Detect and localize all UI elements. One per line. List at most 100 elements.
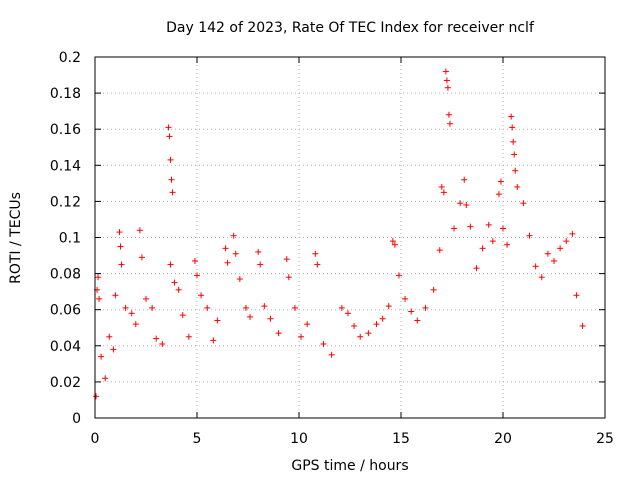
data-point <box>395 272 402 279</box>
x-tick-label: 5 <box>193 431 202 447</box>
data-point <box>579 322 586 329</box>
data-point <box>351 322 358 329</box>
data-point <box>444 84 451 91</box>
y-tick-label: 0.18 <box>50 86 81 102</box>
data-point <box>214 317 221 324</box>
grid-lines <box>95 57 605 418</box>
data-point <box>95 274 102 281</box>
data-point <box>117 243 124 250</box>
chart-title: Day 142 of 2023, Rate Of TEC Index for r… <box>166 20 535 36</box>
data-point <box>204 304 211 311</box>
data-point <box>497 178 504 185</box>
data-point <box>291 304 298 311</box>
data-point <box>232 250 239 257</box>
data-point <box>106 333 113 340</box>
y-axis-label: ROTI / TECUs <box>8 192 24 284</box>
data-point <box>514 183 521 190</box>
data-point <box>136 227 143 234</box>
data-point <box>143 295 149 302</box>
data-point <box>110 346 117 353</box>
data-point <box>171 279 178 286</box>
data-point <box>445 111 452 118</box>
data-point <box>365 330 372 337</box>
data-point <box>298 333 305 340</box>
data-point <box>242 304 249 311</box>
y-tick-label: 0.06 <box>50 303 81 319</box>
data-point <box>385 303 392 310</box>
data-point <box>222 245 229 252</box>
data-point <box>98 353 105 360</box>
data-point <box>508 113 515 120</box>
data-point <box>495 191 502 198</box>
y-tick-label: 0.04 <box>50 339 81 355</box>
data-point <box>224 259 231 266</box>
data-point <box>132 321 139 328</box>
data-point <box>538 274 545 281</box>
y-tick-label: 0.02 <box>50 375 81 391</box>
data-point <box>236 276 243 283</box>
data-point <box>391 241 398 248</box>
data-point <box>153 335 160 342</box>
data-point <box>93 393 100 400</box>
data-point <box>194 272 200 279</box>
y-tick-label: 0.2 <box>59 50 81 66</box>
x-tick-label: 0 <box>91 431 100 447</box>
data-point <box>357 333 364 340</box>
data-point <box>320 340 327 347</box>
data-point <box>261 303 268 310</box>
data-point <box>436 247 443 254</box>
data-point <box>485 221 492 228</box>
data-point <box>557 245 564 252</box>
data-point <box>438 183 445 190</box>
data-point <box>461 176 468 183</box>
data-point <box>198 292 205 299</box>
data-point <box>102 375 109 382</box>
data-point <box>185 333 192 340</box>
x-tick-label: 15 <box>392 431 410 447</box>
data-point <box>191 257 198 264</box>
data-point <box>463 202 470 209</box>
data-point <box>414 317 421 324</box>
data-point <box>440 189 447 196</box>
data-point <box>159 340 166 347</box>
data-point <box>179 312 186 319</box>
data-point <box>379 315 386 322</box>
data-point <box>247 313 254 320</box>
data-point <box>373 321 380 328</box>
data-point <box>96 295 103 302</box>
data-point <box>430 286 437 293</box>
data-point <box>230 232 237 239</box>
data-point <box>467 223 474 230</box>
data-point <box>520 200 527 207</box>
data-point <box>544 250 551 257</box>
y-tick-label: 0.14 <box>50 158 81 174</box>
data-point <box>283 256 290 263</box>
data-point <box>443 77 450 84</box>
data-point <box>128 310 135 317</box>
data-point <box>442 68 449 75</box>
data-point <box>344 310 351 317</box>
data-point <box>175 286 182 293</box>
data-point <box>457 200 464 207</box>
data-point <box>422 304 429 311</box>
data-point <box>275 330 282 337</box>
data-point <box>165 124 172 131</box>
data-point <box>509 124 516 131</box>
data-point <box>166 133 173 140</box>
y-tick-label: 0.16 <box>50 122 81 138</box>
y-tick-label: 0.1 <box>59 231 81 247</box>
data-point <box>168 176 175 183</box>
y-tick-label: 0.08 <box>50 267 81 283</box>
data-point <box>479 245 486 252</box>
x-axis-label: GPS time / hours <box>291 458 408 474</box>
data-point <box>573 292 580 299</box>
data-point <box>451 225 458 232</box>
data-point <box>116 229 123 236</box>
data-point <box>167 261 174 268</box>
y-tick-label: 0 <box>72 411 81 427</box>
y-tick-label: 0.12 <box>50 194 81 210</box>
x-tick-label: 10 <box>290 431 308 447</box>
data-point <box>338 304 345 311</box>
data-point <box>500 225 506 232</box>
